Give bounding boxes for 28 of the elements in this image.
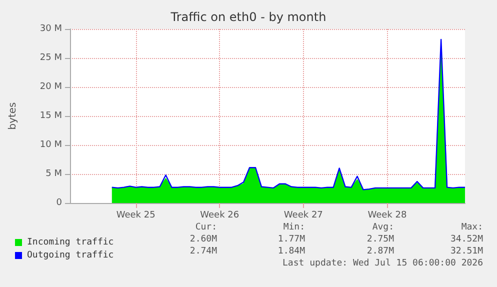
y-tick-label: 30 M <box>40 24 62 34</box>
text: Avg: <box>372 222 394 232</box>
x-tick-label: Week 25 <box>116 210 156 220</box>
y-tick-label: 15 M <box>40 111 62 121</box>
text: 32.51M <box>450 246 484 256</box>
text: Max: <box>461 222 484 232</box>
x-tick-label: Week 26 <box>200 210 240 220</box>
y-tick-label: 10 M <box>40 140 62 150</box>
legend-label: Outgoing traffic <box>27 250 114 260</box>
text: Min: <box>283 222 306 232</box>
text: 2.60M <box>190 234 218 244</box>
y-tick-label: 0 <box>56 198 62 208</box>
text: 34.52M <box>450 234 484 244</box>
text: 2.74M <box>190 246 218 256</box>
text: 2.75M <box>366 234 395 244</box>
y-tick-label: 25 M <box>40 53 62 63</box>
y-tick-label: 5 M <box>46 169 62 179</box>
x-tick-label: Week 28 <box>368 210 407 220</box>
legend-label: Incoming traffic <box>27 238 114 248</box>
y-tick-label: 20 M <box>40 82 62 92</box>
y-axis-title: bytes <box>8 102 18 130</box>
text: 1.84M <box>278 246 306 256</box>
text: Cur: <box>195 222 218 232</box>
text: Last update: Wed Jul 15 06:00:00 2026 <box>282 258 483 268</box>
chart-title: Traffic on eth0 - by month <box>170 10 326 24</box>
x-tick-label: Week 27 <box>284 210 323 220</box>
text: 1.77M <box>278 234 306 244</box>
text: 2.87M <box>366 246 395 256</box>
